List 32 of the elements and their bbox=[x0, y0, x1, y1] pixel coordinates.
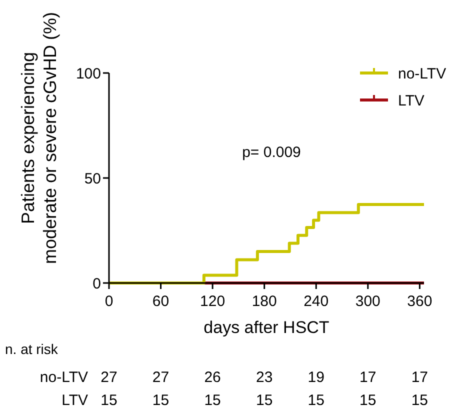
x-tick-label: 0 bbox=[104, 293, 114, 310]
text: 15 bbox=[204, 392, 221, 409]
x-tick-label: 60 bbox=[152, 293, 170, 310]
x-tick-label: 240 bbox=[304, 293, 329, 310]
text: LTV bbox=[62, 392, 88, 409]
y-axis-title: Patients experiencing moderate or severe cGvHD (%) bbox=[18, 12, 60, 264]
text: 27 bbox=[100, 369, 118, 386]
text: 17 bbox=[411, 369, 428, 386]
text: 15 bbox=[308, 392, 324, 409]
y-tick-label: 100 bbox=[76, 65, 101, 82]
x-tick-label: 300 bbox=[355, 293, 380, 310]
text: 15 bbox=[360, 392, 376, 409]
text: 23 bbox=[256, 369, 273, 386]
legend-label: no-LTV bbox=[398, 65, 446, 82]
y-tick-label: 50 bbox=[84, 170, 101, 188]
text: 26 bbox=[204, 369, 221, 386]
legend-label: LTV bbox=[398, 92, 424, 110]
x-axis-title: days after HSCT bbox=[204, 318, 330, 337]
text: 15 bbox=[152, 392, 170, 409]
x-tick-label: 120 bbox=[200, 293, 226, 310]
text: 15 bbox=[411, 392, 428, 409]
x-tick-label: 360 bbox=[407, 293, 432, 310]
text: n. at risk bbox=[5, 341, 59, 357]
annotation: p= 0.009 bbox=[242, 144, 301, 161]
text: 17 bbox=[360, 369, 376, 386]
text: 15 bbox=[256, 392, 273, 409]
text: 19 bbox=[308, 369, 324, 386]
x-tick-label: 180 bbox=[252, 293, 277, 310]
text: 15 bbox=[100, 392, 118, 409]
y-tick-label: 0 bbox=[92, 275, 101, 292]
text: no-LTV bbox=[40, 369, 88, 386]
text: 27 bbox=[152, 369, 170, 386]
